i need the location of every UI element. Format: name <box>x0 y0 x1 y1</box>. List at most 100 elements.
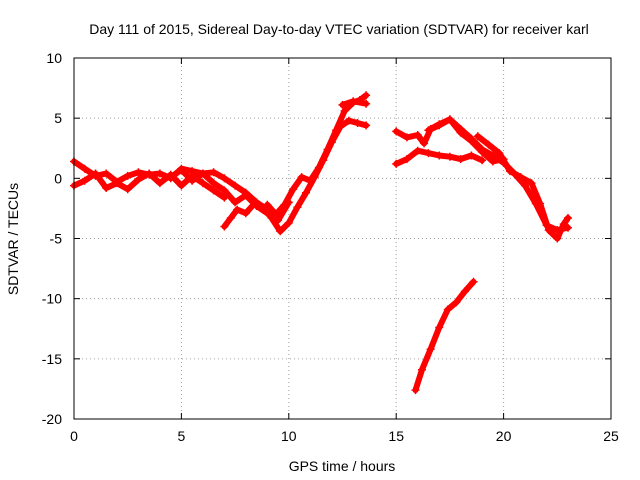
data-point <box>220 174 229 183</box>
data-point <box>424 126 433 135</box>
data-point <box>435 151 444 160</box>
data-point <box>198 169 207 178</box>
data-point <box>113 179 121 188</box>
data-point <box>516 173 525 182</box>
data-point <box>527 179 536 188</box>
data-point <box>544 226 553 235</box>
y-tick-labels: 10 5 0 -5 -10 -15 -20 <box>42 50 62 427</box>
series-track-11 <box>412 278 477 394</box>
x-axis-label: GPS time / hours <box>289 458 396 474</box>
data-point <box>263 200 272 209</box>
data-point <box>134 168 143 177</box>
x-tick-labels: 0 5 10 15 20 25 <box>70 428 619 444</box>
data-point <box>302 188 310 197</box>
series-track-9 <box>425 116 571 234</box>
data-point <box>467 151 476 160</box>
data-point <box>233 205 242 214</box>
data-point <box>402 133 411 142</box>
data-point <box>460 287 469 296</box>
tick-marks <box>73 57 612 420</box>
y-tick-label: -5 <box>50 231 63 247</box>
data-point <box>445 152 454 161</box>
data-point <box>155 169 164 178</box>
series-track-5 <box>264 92 370 218</box>
y-tick-label: -15 <box>42 351 62 367</box>
data-point <box>155 179 164 188</box>
data-point <box>418 365 426 374</box>
data-point <box>220 222 229 231</box>
data-point <box>209 186 218 195</box>
y-tick-label: 10 <box>46 50 62 66</box>
data-point <box>231 181 240 190</box>
data-point <box>271 210 280 219</box>
data-point <box>338 100 347 109</box>
data-point <box>226 214 235 222</box>
data-point <box>276 227 285 236</box>
data-point <box>478 156 487 165</box>
data-point <box>297 173 306 182</box>
y-tick-label: 0 <box>54 170 62 186</box>
markers-track-9 <box>424 115 572 235</box>
data-point <box>506 167 514 176</box>
markers-track-11 <box>411 277 478 395</box>
x-tick-label: 15 <box>388 428 404 444</box>
y-tick-label: -20 <box>42 411 62 427</box>
x-tick-label: 20 <box>496 428 512 444</box>
data-point <box>166 173 175 182</box>
data-point <box>209 168 218 177</box>
markers-track-5 <box>263 91 371 219</box>
x-tick-label: 10 <box>281 428 297 444</box>
data-point <box>488 151 497 160</box>
data-point <box>340 106 349 115</box>
data-point <box>209 179 218 188</box>
data-point <box>435 121 444 130</box>
data-point <box>188 176 197 185</box>
data-point <box>267 214 276 222</box>
data-point <box>443 305 452 314</box>
data-point <box>473 132 482 141</box>
data-point <box>198 179 207 188</box>
chart-title: Day 111 of 2015, Sidereal Day-to-day VTE… <box>89 21 589 37</box>
x-tick-label: 5 <box>178 428 186 444</box>
data-point <box>220 186 229 195</box>
data-point <box>332 126 341 135</box>
data-point <box>445 115 454 124</box>
data-point <box>362 121 371 130</box>
markers-track-8 <box>392 146 487 168</box>
data-point <box>123 185 132 194</box>
data-point <box>392 159 401 168</box>
data-point <box>553 234 562 243</box>
data-point <box>413 131 422 139</box>
data-point <box>80 176 89 185</box>
data-point <box>411 386 420 395</box>
data-point <box>91 169 100 178</box>
data-point <box>402 155 411 164</box>
data-point <box>349 97 358 106</box>
data-point <box>484 140 493 149</box>
data-point <box>467 134 476 143</box>
data-point <box>123 171 132 180</box>
data-point <box>102 169 111 178</box>
markers-track-6 <box>338 97 371 109</box>
data-point <box>564 214 572 222</box>
data-point <box>426 345 435 354</box>
markers-track-4 <box>220 116 371 236</box>
y-tick-label: 5 <box>54 110 62 126</box>
series-layer <box>70 91 572 395</box>
markers-track-10 <box>473 132 572 243</box>
y-tick-label: -10 <box>42 291 62 307</box>
data-point <box>80 164 89 173</box>
data-point <box>293 203 302 212</box>
data-point <box>456 125 465 133</box>
series-track-3 <box>167 166 271 217</box>
data-point <box>362 91 371 100</box>
data-point <box>231 198 240 207</box>
y-axis-label: SDTVAR / TECUs <box>5 183 21 295</box>
data-point <box>344 116 353 125</box>
data-point <box>241 191 250 200</box>
x-tick-label: 25 <box>603 428 619 444</box>
data-point <box>323 145 332 154</box>
data-point <box>177 181 186 190</box>
data-point <box>353 119 362 127</box>
